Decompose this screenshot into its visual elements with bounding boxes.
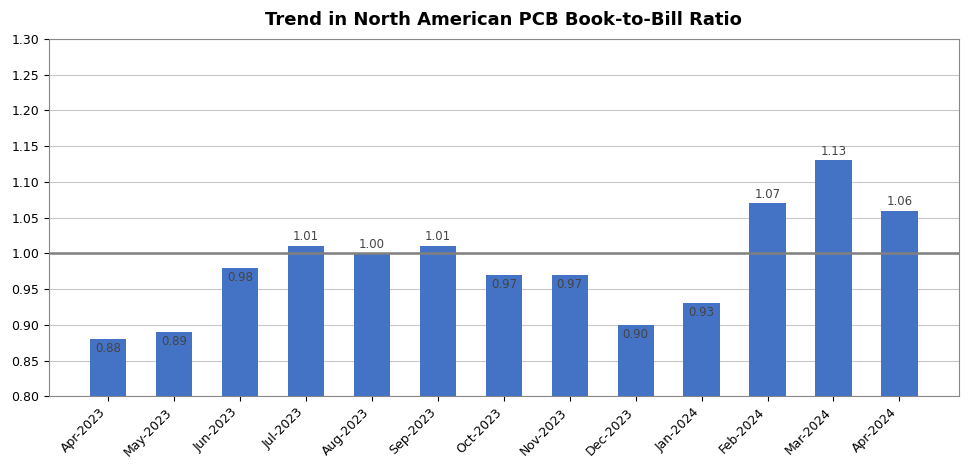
Bar [420, 246, 455, 396]
Text: 0.90: 0.90 [622, 328, 648, 341]
Text: 1.13: 1.13 [820, 145, 846, 157]
Title: Trend in North American PCB Book-to-Bill Ratio: Trend in North American PCB Book-to-Bill… [266, 11, 741, 29]
Bar [815, 160, 851, 396]
Text: 1.07: 1.07 [754, 188, 780, 201]
Bar [156, 332, 192, 396]
Text: 0.89: 0.89 [161, 335, 187, 348]
Bar [683, 304, 719, 396]
Text: 0.97: 0.97 [556, 278, 582, 290]
Text: 1.00: 1.00 [359, 237, 385, 251]
Bar [881, 211, 917, 396]
Bar [90, 339, 126, 396]
Bar [222, 268, 258, 396]
Text: 0.97: 0.97 [490, 278, 516, 290]
Text: 1.01: 1.01 [293, 230, 319, 243]
Text: 0.98: 0.98 [227, 271, 253, 283]
Text: 0.88: 0.88 [95, 342, 121, 355]
Bar [617, 325, 653, 396]
Bar [749, 204, 785, 396]
Bar [485, 275, 521, 396]
Text: 0.93: 0.93 [688, 306, 714, 319]
Text: 1.01: 1.01 [424, 230, 451, 243]
Bar [551, 275, 587, 396]
Bar [288, 246, 324, 396]
Text: 1.06: 1.06 [886, 195, 912, 208]
Bar [354, 253, 390, 396]
